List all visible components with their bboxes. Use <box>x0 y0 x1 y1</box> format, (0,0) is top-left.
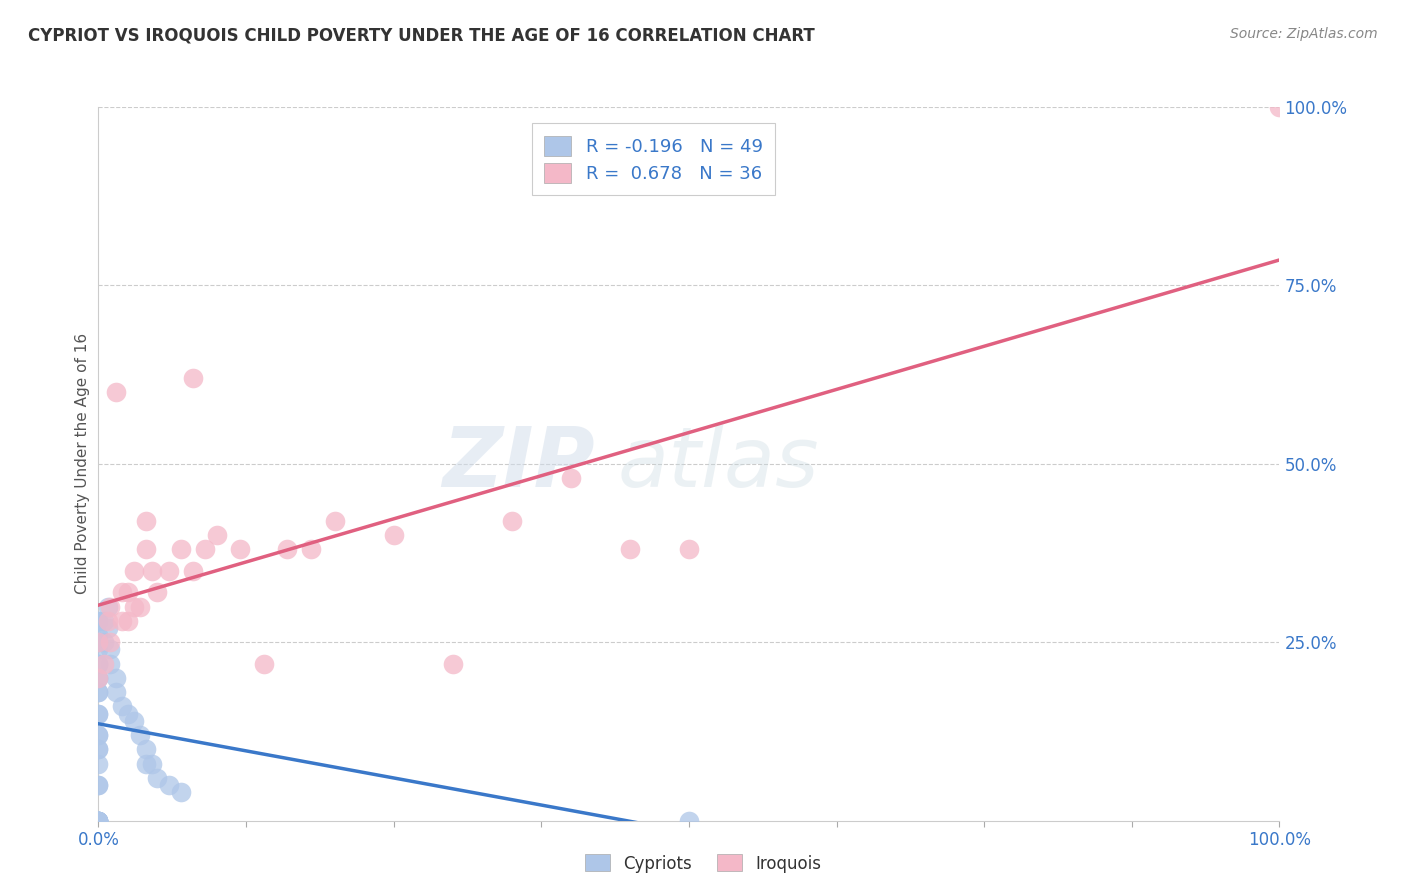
Point <box>501 514 523 528</box>
Point <box>87 706 110 721</box>
Point <box>382 528 405 542</box>
Legend: Cypriots, Iroquois: Cypriots, Iroquois <box>578 847 828 880</box>
Point <box>678 814 700 828</box>
Point <box>141 564 163 578</box>
Point <box>157 778 180 792</box>
Point <box>560 471 582 485</box>
Point <box>87 671 110 685</box>
Point <box>135 756 157 771</box>
Point <box>87 706 110 721</box>
Point <box>141 756 163 771</box>
Point <box>98 657 121 671</box>
Point <box>87 671 110 685</box>
Point <box>97 621 120 635</box>
Point <box>146 585 169 599</box>
Point <box>93 657 115 671</box>
Point <box>122 599 145 614</box>
Point <box>194 542 217 557</box>
Point <box>128 728 150 742</box>
Point <box>98 642 121 657</box>
Point <box>128 599 150 614</box>
Point <box>87 814 110 828</box>
Point <box>323 514 346 528</box>
Text: CYPRIOT VS IROQUOIS CHILD POVERTY UNDER THE AGE OF 16 CORRELATION CHART: CYPRIOT VS IROQUOIS CHILD POVERTY UNDER … <box>28 27 815 45</box>
Point <box>157 564 180 578</box>
Point <box>276 542 298 557</box>
Point <box>87 756 110 771</box>
Point <box>87 635 110 649</box>
Point <box>229 542 252 557</box>
Point <box>87 685 110 699</box>
Y-axis label: Child Poverty Under the Age of 16: Child Poverty Under the Age of 16 <box>75 334 90 594</box>
Point <box>87 671 110 685</box>
Point <box>87 814 110 828</box>
Point <box>170 785 193 799</box>
Point <box>678 542 700 557</box>
Point <box>87 614 110 628</box>
Point <box>87 635 110 649</box>
Point <box>87 728 110 742</box>
Point <box>87 814 110 828</box>
Point <box>117 585 139 599</box>
Point <box>87 814 110 828</box>
Point <box>87 728 110 742</box>
Point <box>441 657 464 671</box>
Point <box>87 614 110 628</box>
Point <box>105 671 128 685</box>
Point <box>181 564 204 578</box>
Point <box>111 699 134 714</box>
Point <box>111 585 134 599</box>
Point <box>117 706 139 721</box>
Point <box>87 657 110 671</box>
Point <box>87 742 110 756</box>
Point <box>87 814 110 828</box>
Legend: R = -0.196   N = 49, R =  0.678   N = 36: R = -0.196 N = 49, R = 0.678 N = 36 <box>531 123 776 195</box>
Point <box>87 814 110 828</box>
Point <box>135 542 157 557</box>
Point <box>87 814 110 828</box>
Point <box>93 614 115 628</box>
Point <box>87 814 110 828</box>
Point <box>205 528 228 542</box>
Point <box>87 742 110 756</box>
Point <box>170 542 193 557</box>
Text: ZIP: ZIP <box>441 424 595 504</box>
Point <box>97 599 120 614</box>
Point <box>87 642 110 657</box>
Point <box>97 614 120 628</box>
Point <box>1268 100 1291 114</box>
Point <box>122 714 145 728</box>
Point <box>299 542 322 557</box>
Point <box>87 628 110 642</box>
Point <box>619 542 641 557</box>
Point <box>105 685 128 699</box>
Point <box>87 814 110 828</box>
Point <box>122 564 145 578</box>
Point <box>87 814 110 828</box>
Point <box>146 771 169 785</box>
Point <box>117 614 139 628</box>
Point <box>98 635 121 649</box>
Text: atlas: atlas <box>619 424 820 504</box>
Point <box>135 742 157 756</box>
Point <box>105 385 128 400</box>
Point <box>135 514 157 528</box>
Text: Source: ZipAtlas.com: Source: ZipAtlas.com <box>1230 27 1378 41</box>
Point <box>87 685 110 699</box>
Point <box>87 778 110 792</box>
Point <box>87 778 110 792</box>
Point <box>98 599 121 614</box>
Point <box>181 371 204 385</box>
Point <box>93 635 115 649</box>
Point <box>87 657 110 671</box>
Point <box>253 657 276 671</box>
Point <box>111 614 134 628</box>
